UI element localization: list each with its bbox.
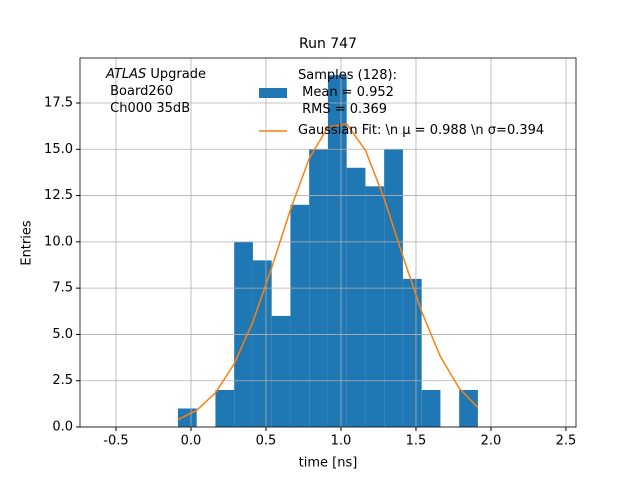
annotation: ATLAS Upgrade Board260 Ch000 35dB <box>106 66 206 117</box>
bar <box>252 260 272 427</box>
bar <box>215 389 235 427</box>
x-tick-label: -0.5 <box>103 434 128 449</box>
bar <box>346 167 366 427</box>
legend-label: Samples (128): Mean = 0.952 RMS = 0.369 <box>298 68 397 117</box>
y-tick-label: 2.5 <box>52 373 73 388</box>
x-tick-label: 2.0 <box>481 434 502 449</box>
annotation-text: Upgrade Board260 Ch000 35dB <box>110 67 206 116</box>
chart-title: Run 747 <box>299 36 357 52</box>
bar <box>421 389 441 427</box>
y-tick-label: 12.5 <box>44 188 73 203</box>
bar <box>271 315 291 427</box>
x-tick-label: 0.5 <box>256 434 277 449</box>
bar <box>327 75 347 428</box>
annotation-italic: ATLAS <box>106 67 147 82</box>
bar <box>365 186 385 427</box>
x-tick-label: 2.5 <box>556 434 577 449</box>
x-axis-label: time [ns] <box>299 456 358 471</box>
bar <box>459 389 478 427</box>
y-tick-label: 10.0 <box>44 234 73 249</box>
y-tick-label: 0.0 <box>52 420 73 435</box>
axes-frame <box>79 57 577 428</box>
x-tick-label: 1.5 <box>406 434 427 449</box>
y-tick-label: 7.5 <box>52 281 73 296</box>
x-tick-label: 0.0 <box>181 434 202 449</box>
y-tick-label: 15.0 <box>44 142 73 157</box>
bar <box>290 204 310 427</box>
y-axis-label: Entries <box>20 220 35 266</box>
legend-label: Gaussian Fit: \n μ = 0.988 \n σ=0.394 <box>298 123 545 138</box>
y-tick-label: 17.5 <box>44 95 73 110</box>
legend-patch <box>259 88 287 98</box>
x-tick-label: 1.0 <box>331 434 352 449</box>
y-tick-label: 5.0 <box>52 327 73 342</box>
fit-line <box>177 123 479 421</box>
bar <box>402 278 422 427</box>
